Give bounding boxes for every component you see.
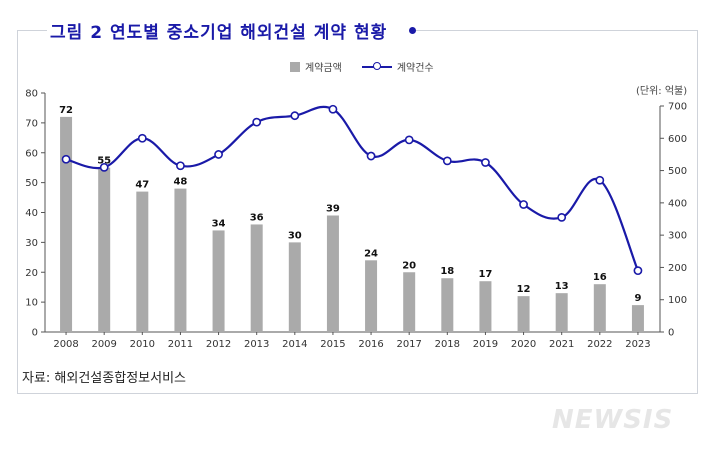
- bar: [517, 296, 530, 332]
- bar: [365, 260, 378, 332]
- bar-value-label: 30: [288, 230, 302, 241]
- chart-frame: [17, 30, 698, 394]
- x-tick-label: 2013: [244, 339, 269, 350]
- bar-value-label: 20: [402, 260, 416, 271]
- line-point: [595, 175, 605, 185]
- watermark: NEWSIS: [552, 405, 674, 435]
- x-tick-label: 2016: [358, 339, 383, 350]
- x-tick-label: 2014: [282, 339, 307, 350]
- bar: [479, 281, 492, 332]
- line-point: [328, 104, 338, 114]
- legend-item-bar: 계약금액: [290, 59, 342, 74]
- line-point: [404, 135, 414, 145]
- line-point: [176, 161, 185, 171]
- chart-title: 그림 2 연도별 중소기업 해외건설 계약 현황: [50, 23, 388, 43]
- x-tick-label: 2023: [625, 339, 650, 350]
- left-tick-label: 50: [25, 178, 38, 189]
- bar: [403, 272, 416, 332]
- x-tick-label: 2021: [549, 339, 574, 350]
- line-point: [442, 156, 452, 166]
- bar-value-label: 16: [593, 272, 607, 283]
- left-tick-label: 30: [25, 238, 38, 249]
- right-tick-label: 700: [668, 102, 687, 113]
- line-point: [137, 133, 147, 143]
- x-tick-label: 2008: [53, 339, 78, 350]
- legend-bar-swatch: [290, 61, 300, 72]
- legend-item-line: 계약건수: [361, 59, 434, 74]
- title-dot: [409, 27, 416, 34]
- bar-value-label: 48: [173, 177, 187, 188]
- bar: [136, 191, 149, 332]
- x-tick-label: 2015: [320, 339, 345, 350]
- bar-value-label: 24: [364, 248, 378, 259]
- bar-value-label: 17: [478, 269, 492, 280]
- left-tick-label: 0: [32, 328, 38, 339]
- line-point: [557, 212, 567, 222]
- bar-value-label: 13: [555, 281, 569, 292]
- bar: [555, 293, 568, 332]
- line-point: [633, 266, 643, 276]
- source-note: 자료: 해외건설종합정보서비스: [22, 371, 186, 386]
- right-tick-label: 200: [668, 263, 687, 274]
- bar-value-label: 55: [97, 156, 111, 167]
- bar: [593, 284, 606, 332]
- right-tick-label: 0: [668, 328, 674, 339]
- bar-value-label: 9: [634, 293, 641, 304]
- line-point: [214, 150, 223, 159]
- right-tick-label: 500: [668, 166, 687, 177]
- bar: [288, 242, 301, 332]
- bar: [250, 224, 263, 332]
- bar: [326, 215, 339, 332]
- bar-value-label: 39: [326, 203, 340, 214]
- x-tick-label: 2022: [587, 339, 612, 350]
- x-tick-label: 2010: [130, 339, 155, 350]
- line-series-path: [65, 105, 639, 272]
- line-point: [61, 154, 71, 164]
- bar-value-label: 47: [135, 180, 149, 191]
- bar: [441, 278, 454, 332]
- bar: [60, 116, 73, 333]
- line-point: [99, 162, 109, 172]
- x-tick-label: 2019: [473, 339, 498, 350]
- left-tick-label: 60: [25, 148, 38, 159]
- x-tick-label: 2020: [511, 339, 536, 350]
- right-tick-label: 300: [668, 231, 687, 242]
- bar: [212, 230, 225, 332]
- x-tick-label: 2011: [168, 339, 193, 350]
- bar-value-label: 72: [59, 105, 73, 116]
- line-point: [252, 117, 262, 127]
- x-tick-label: 2017: [396, 339, 421, 350]
- frame-border: [17, 30, 47, 31]
- left-tick-label: 10: [25, 298, 38, 309]
- left-tick-label: 70: [25, 118, 38, 129]
- right-tick-label: 400: [668, 198, 687, 209]
- left-tick-label: 20: [25, 268, 38, 279]
- x-tick-label: 2009: [91, 339, 116, 350]
- legend-line-swatch: [361, 61, 392, 72]
- bar-value-label: 34: [212, 218, 226, 229]
- bar: [631, 305, 644, 332]
- line-point: [519, 200, 528, 209]
- line-point: [366, 151, 376, 161]
- left-tick-label: 80: [25, 89, 38, 100]
- legend-bar-label: 계약금액: [305, 63, 342, 74]
- x-tick-label: 2018: [435, 339, 460, 350]
- right-tick-label: 600: [668, 134, 687, 145]
- left-tick-label: 40: [25, 208, 38, 219]
- line-point: [290, 111, 300, 121]
- bar: [174, 188, 187, 332]
- right-tick-label: 100: [668, 295, 687, 306]
- frame-border: [412, 30, 698, 31]
- unit-label: (단위: 억불): [636, 86, 688, 97]
- line-point: [481, 158, 490, 167]
- bar: [98, 167, 111, 332]
- bar-value-label: 36: [250, 212, 264, 223]
- x-tick-label: 2012: [206, 339, 231, 350]
- legend-line-label: 계약건수: [396, 63, 434, 74]
- bar-value-label: 12: [517, 284, 531, 295]
- bar-value-label: 18: [440, 266, 454, 277]
- legend: 계약금액 계약건수: [290, 59, 448, 74]
